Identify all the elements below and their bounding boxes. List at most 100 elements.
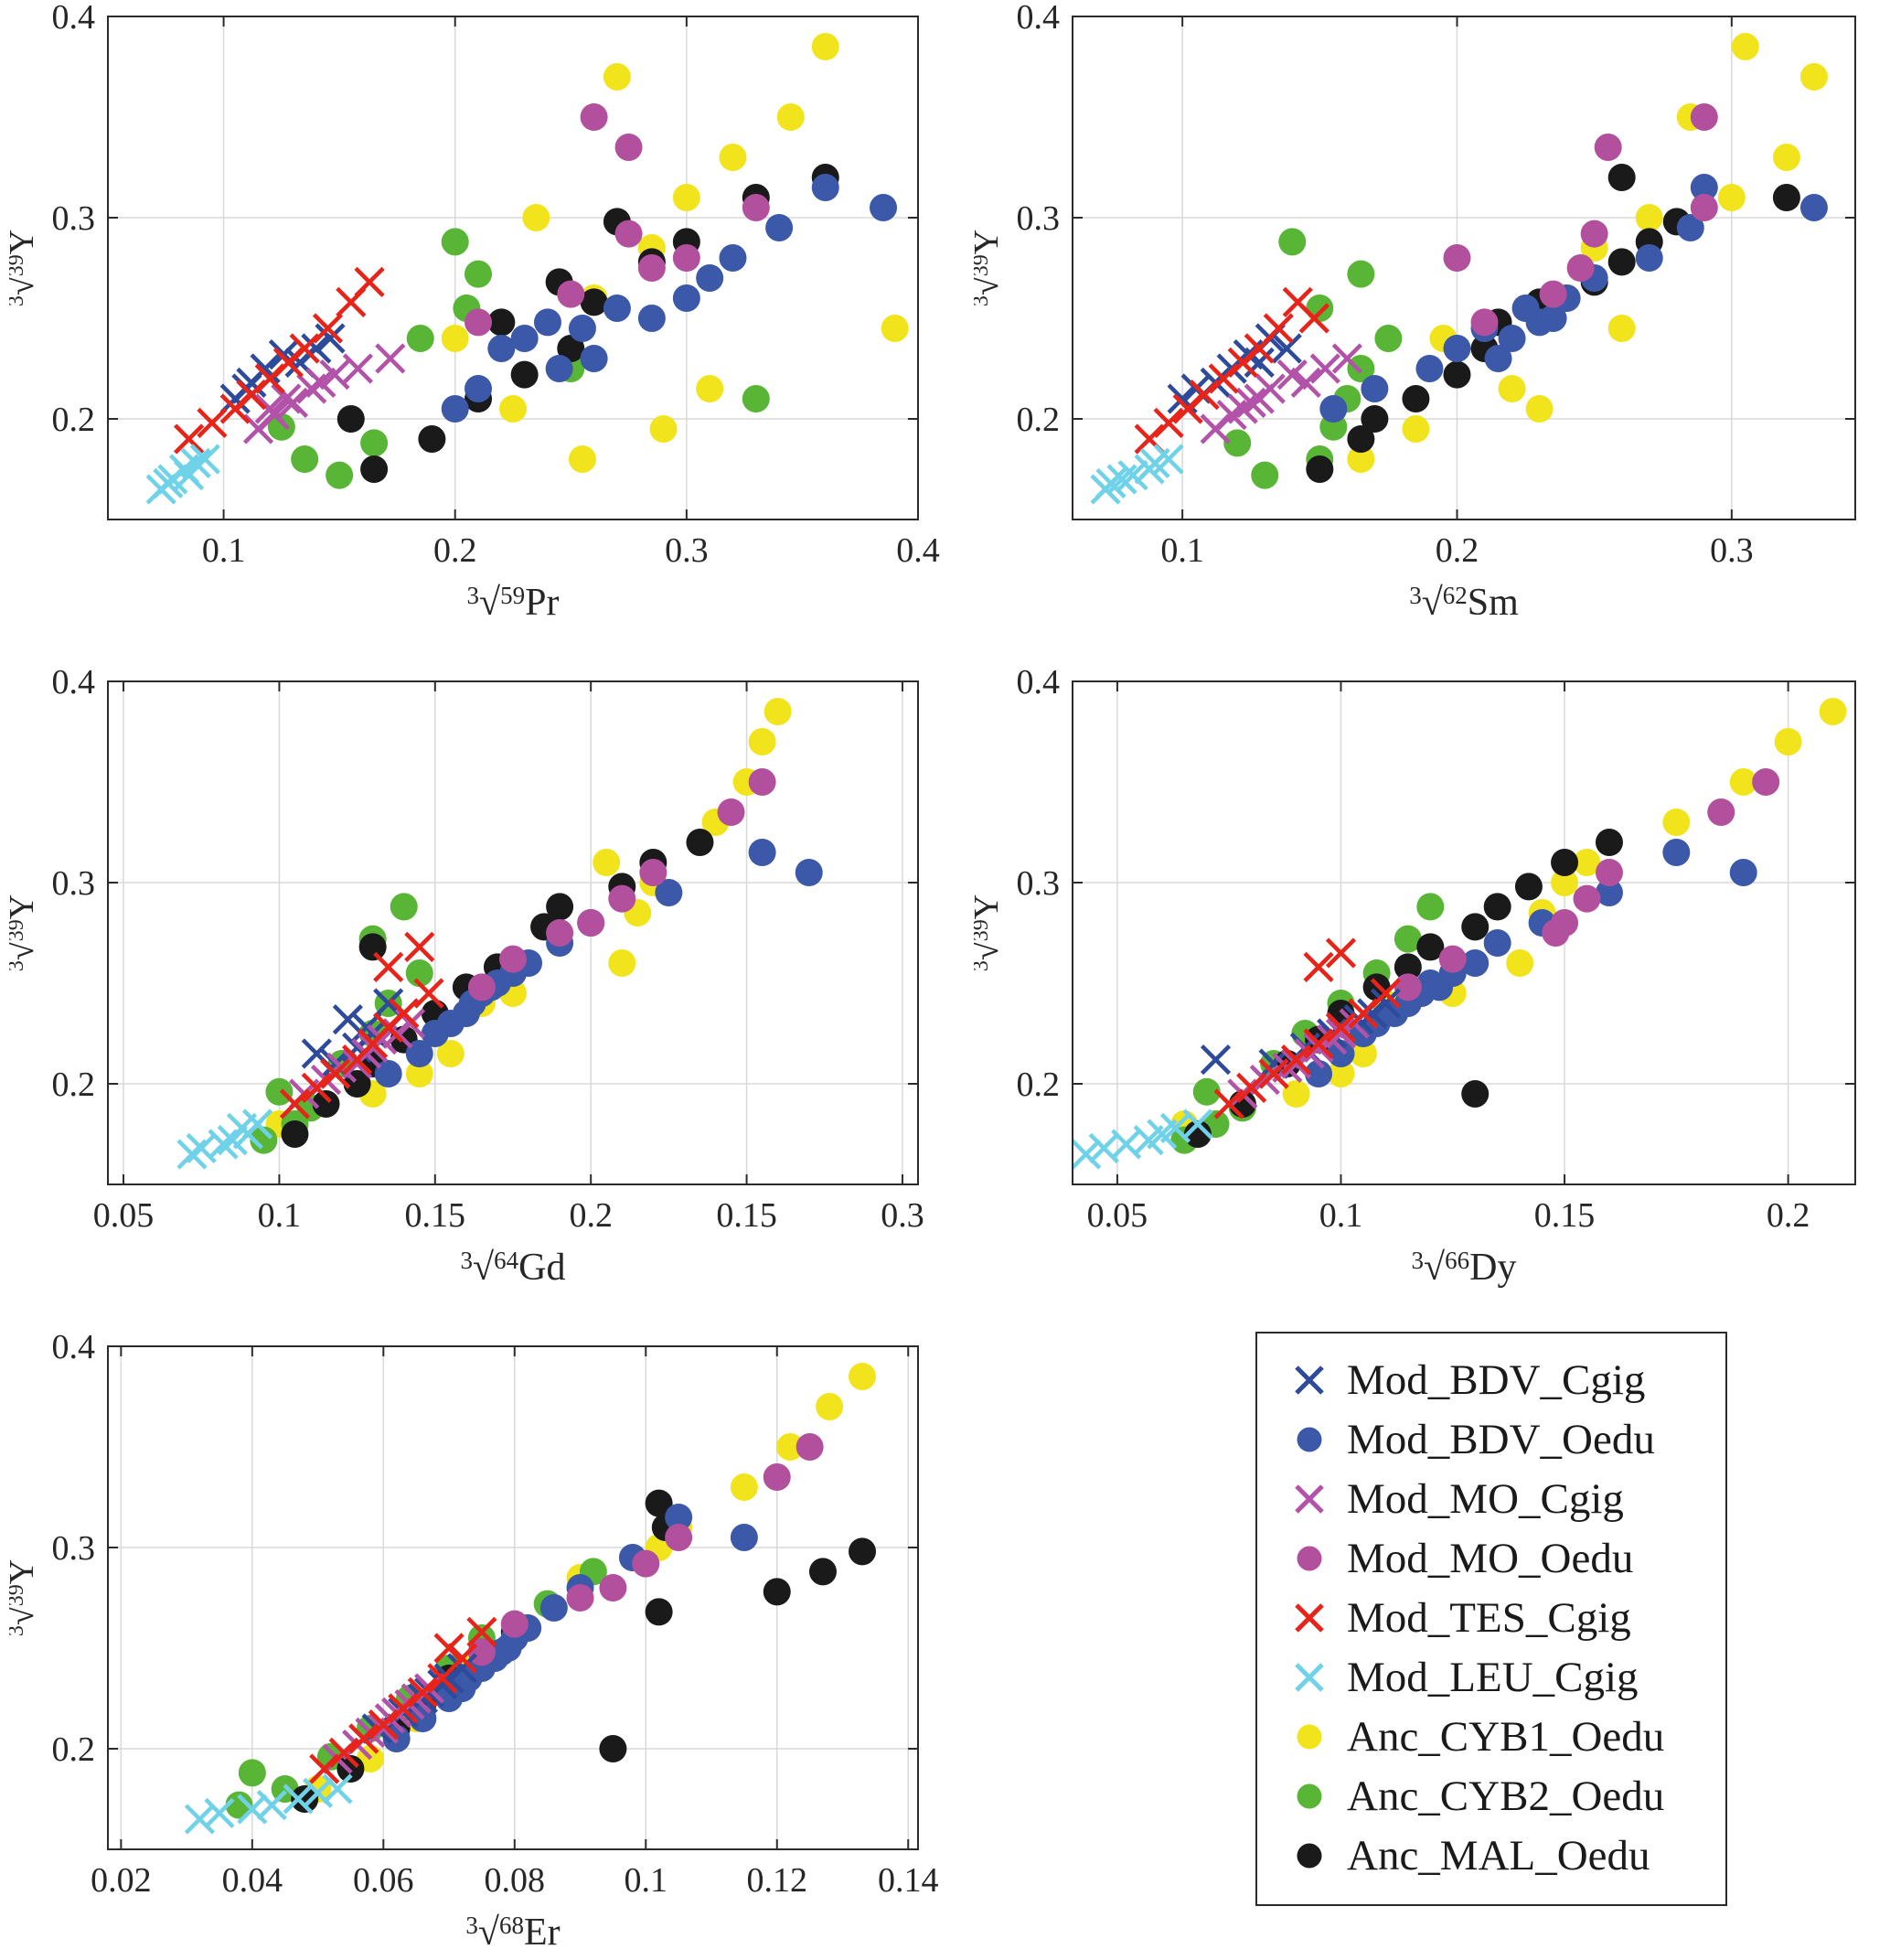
x-axis-label: 3√68Er xyxy=(465,1912,560,1954)
points-layer xyxy=(184,1363,877,1835)
tick-marks xyxy=(108,16,919,519)
series-Mod_TES_Cgig xyxy=(279,931,444,1119)
legend: Mod_BDV_Cgig Mod_BDV_Oedu Mod_MO_Cgig Mod_M… xyxy=(1255,1332,1727,1906)
x-marker-icon xyxy=(1288,1478,1347,1520)
x-marker-icon xyxy=(1288,1597,1347,1639)
gridlines xyxy=(108,1345,918,1849)
legend-label: Mod_TES_Cgig xyxy=(1347,1593,1631,1642)
x-axis-label: 3√62Sm xyxy=(1409,582,1519,624)
plot-er-svg: 0.02 0.04 0.06 0.08 0.1 0.12 0.14 0.2 0.3 0.4 3√68… xyxy=(9,1330,939,1954)
series-Mod_TES_Cgig xyxy=(1213,937,1401,1119)
legend-label: Anc_CYB2_Oedu xyxy=(1347,1772,1665,1820)
x-tick-label: 0.08 xyxy=(485,1861,546,1900)
x-tick-label: 0.2 xyxy=(1767,1196,1810,1235)
points-layer xyxy=(1073,698,1847,1170)
series-Mod_LEU_Cgig xyxy=(1090,444,1184,505)
axes-box xyxy=(1072,680,1856,1185)
gridlines xyxy=(108,16,919,519)
y-axis-label: 3√39Y xyxy=(9,1559,41,1636)
circle-marker-icon xyxy=(1288,1716,1347,1758)
legend-label: Mod_MO_Oedu xyxy=(1347,1534,1634,1582)
y-tick-label: 0.3 xyxy=(1017,199,1061,238)
series-Mod_LEU_Cgig xyxy=(176,1109,273,1170)
tick-marks xyxy=(108,1345,918,1849)
x-tick-label: 0.2 xyxy=(569,1196,613,1235)
legend-item-Mod_LEU_Cgig: Mod_LEU_Cgig xyxy=(1288,1647,1725,1707)
legend-label: Anc_MAL_Oedu xyxy=(1347,1831,1650,1880)
plot-er: 0.02 0.04 0.06 0.08 0.1 0.12 0.14 0.2 0.3 0.4 3√68… xyxy=(9,1330,951,1959)
x-axis-label: 3√66Dy xyxy=(1412,1247,1517,1289)
x-tick-label: 0.06 xyxy=(353,1861,414,1900)
series-Mod_TES_Cgig xyxy=(174,266,385,455)
axes-box xyxy=(1072,16,1856,520)
legend-label: Mod_MO_Cgig xyxy=(1347,1474,1624,1523)
tick-marks xyxy=(1073,16,1855,519)
plot-pr: 0.1 0.2 0.3 0.4 0.2 0.3 0.4 3√59Pr 3√39Y xyxy=(9,0,951,629)
x-tick-label: 0.05 xyxy=(1087,1196,1148,1235)
y-axis-label: 3√39Y xyxy=(974,230,1006,306)
series-Mod_LEU_Cgig xyxy=(1073,1109,1213,1170)
x-tick-label: 0.14 xyxy=(878,1861,939,1900)
series-Mod_MO_Oedu xyxy=(464,103,770,337)
x-axis-label: 3√59Pr xyxy=(467,582,560,624)
plot-sm-svg: 0.1 0.2 0.3 0.2 0.3 0.4 3√62Sm 3√39Y xyxy=(974,0,1856,624)
series-Mod_MO_Oedu xyxy=(1443,103,1718,337)
y-tick-label: 0.3 xyxy=(52,864,96,903)
y-tick-label: 0.2 xyxy=(1017,401,1061,439)
y-tick-label: 0.2 xyxy=(1017,1066,1061,1104)
series-Mod_TES_Cgig xyxy=(1134,286,1329,455)
plot-pr-svg: 0.1 0.2 0.3 0.4 0.2 0.3 0.4 3√59Pr 3√39Y xyxy=(9,0,940,624)
legend-label: Mod_BDV_Oedu xyxy=(1347,1415,1655,1463)
y-tick-label: 0.2 xyxy=(52,1066,96,1104)
legend-item-Anc_CYB2_Oedu: Anc_CYB2_Oedu xyxy=(1288,1766,1725,1826)
plot-dy-svg: 0.05 0.1 0.15 0.2 0.2 0.3 0.4 3√66Dy 3√39Y xyxy=(974,665,1856,1289)
axes-box xyxy=(107,680,919,1185)
x-tick-label: 0.15 xyxy=(716,1196,777,1235)
y-tick-label: 0.4 xyxy=(1017,0,1061,37)
x-tick-label: 0.12 xyxy=(747,1861,808,1900)
series-Mod_MO_Oedu xyxy=(467,1433,824,1666)
legend-item-Mod_TES_Cgig: Mod_TES_Cgig xyxy=(1288,1588,1725,1647)
plot-sm: 0.1 0.2 0.3 0.2 0.3 0.4 3√62Sm 3√39Y xyxy=(974,0,1888,629)
x-tick-label: 0.15 xyxy=(1534,1196,1596,1235)
points-layer xyxy=(176,698,823,1170)
x-tick-label: 0.3 xyxy=(1710,531,1754,570)
x-tick-label: 0.3 xyxy=(881,1196,924,1235)
x-marker-icon xyxy=(1288,1656,1347,1698)
plot-gd-svg: 0.05 0.1 0.15 0.2 0.15 0.3 0.2 0.3 0.4 3√64Gd 3√39… xyxy=(9,665,924,1289)
series-Mod_MO_Oedu xyxy=(1393,768,1780,1001)
legend-label: Anc_CYB1_Oedu xyxy=(1347,1712,1665,1761)
axes-box xyxy=(107,1345,919,1850)
series-Mod_MO_Cgig xyxy=(1200,343,1362,444)
points-layer xyxy=(145,33,909,505)
y-tick-label: 0.2 xyxy=(52,401,96,439)
series-Mod_BDV_Oedu xyxy=(382,1504,758,1752)
legend-item-Mod_BDV_Cgig: Mod_BDV_Cgig xyxy=(1288,1350,1725,1409)
circle-marker-icon xyxy=(1288,1775,1347,1817)
y-axis-label: 3√39Y xyxy=(9,230,41,306)
x-tick-label: 0.1 xyxy=(1319,1196,1363,1235)
x-tick-label: 0.3 xyxy=(665,531,709,570)
y-tick-label: 0.4 xyxy=(1017,665,1061,702)
x-tick-label: 0.05 xyxy=(93,1196,155,1235)
legend-item-Mod_BDV_Oedu: Mod_BDV_Oedu xyxy=(1288,1409,1725,1469)
gridlines xyxy=(108,680,918,1184)
y-tick-label: 0.3 xyxy=(52,199,96,238)
points-layer xyxy=(1090,33,1828,505)
x-tick-label: 0.1 xyxy=(202,531,246,570)
x-tick-label: 0.15 xyxy=(405,1196,466,1235)
series-Mod_LEU_Cgig xyxy=(145,444,220,505)
x-tick-label: 0.2 xyxy=(433,531,477,570)
y-tick-label: 0.3 xyxy=(52,1529,96,1568)
legend-item-Anc_CYB1_Oedu: Anc_CYB1_Oedu xyxy=(1288,1707,1725,1766)
series-Mod_LEU_Cgig xyxy=(184,1773,353,1835)
x-tick-label: 0.2 xyxy=(1436,531,1479,570)
x-tick-label: 0.02 xyxy=(91,1861,152,1900)
axes-box xyxy=(107,16,919,520)
x-axis-label: 3√64Gd xyxy=(461,1247,566,1289)
x-tick-label: 0.1 xyxy=(625,1861,668,1900)
tick-marks xyxy=(1073,680,1855,1184)
x-tick-label: 0.4 xyxy=(896,531,940,570)
y-tick-label: 0.4 xyxy=(52,0,96,37)
